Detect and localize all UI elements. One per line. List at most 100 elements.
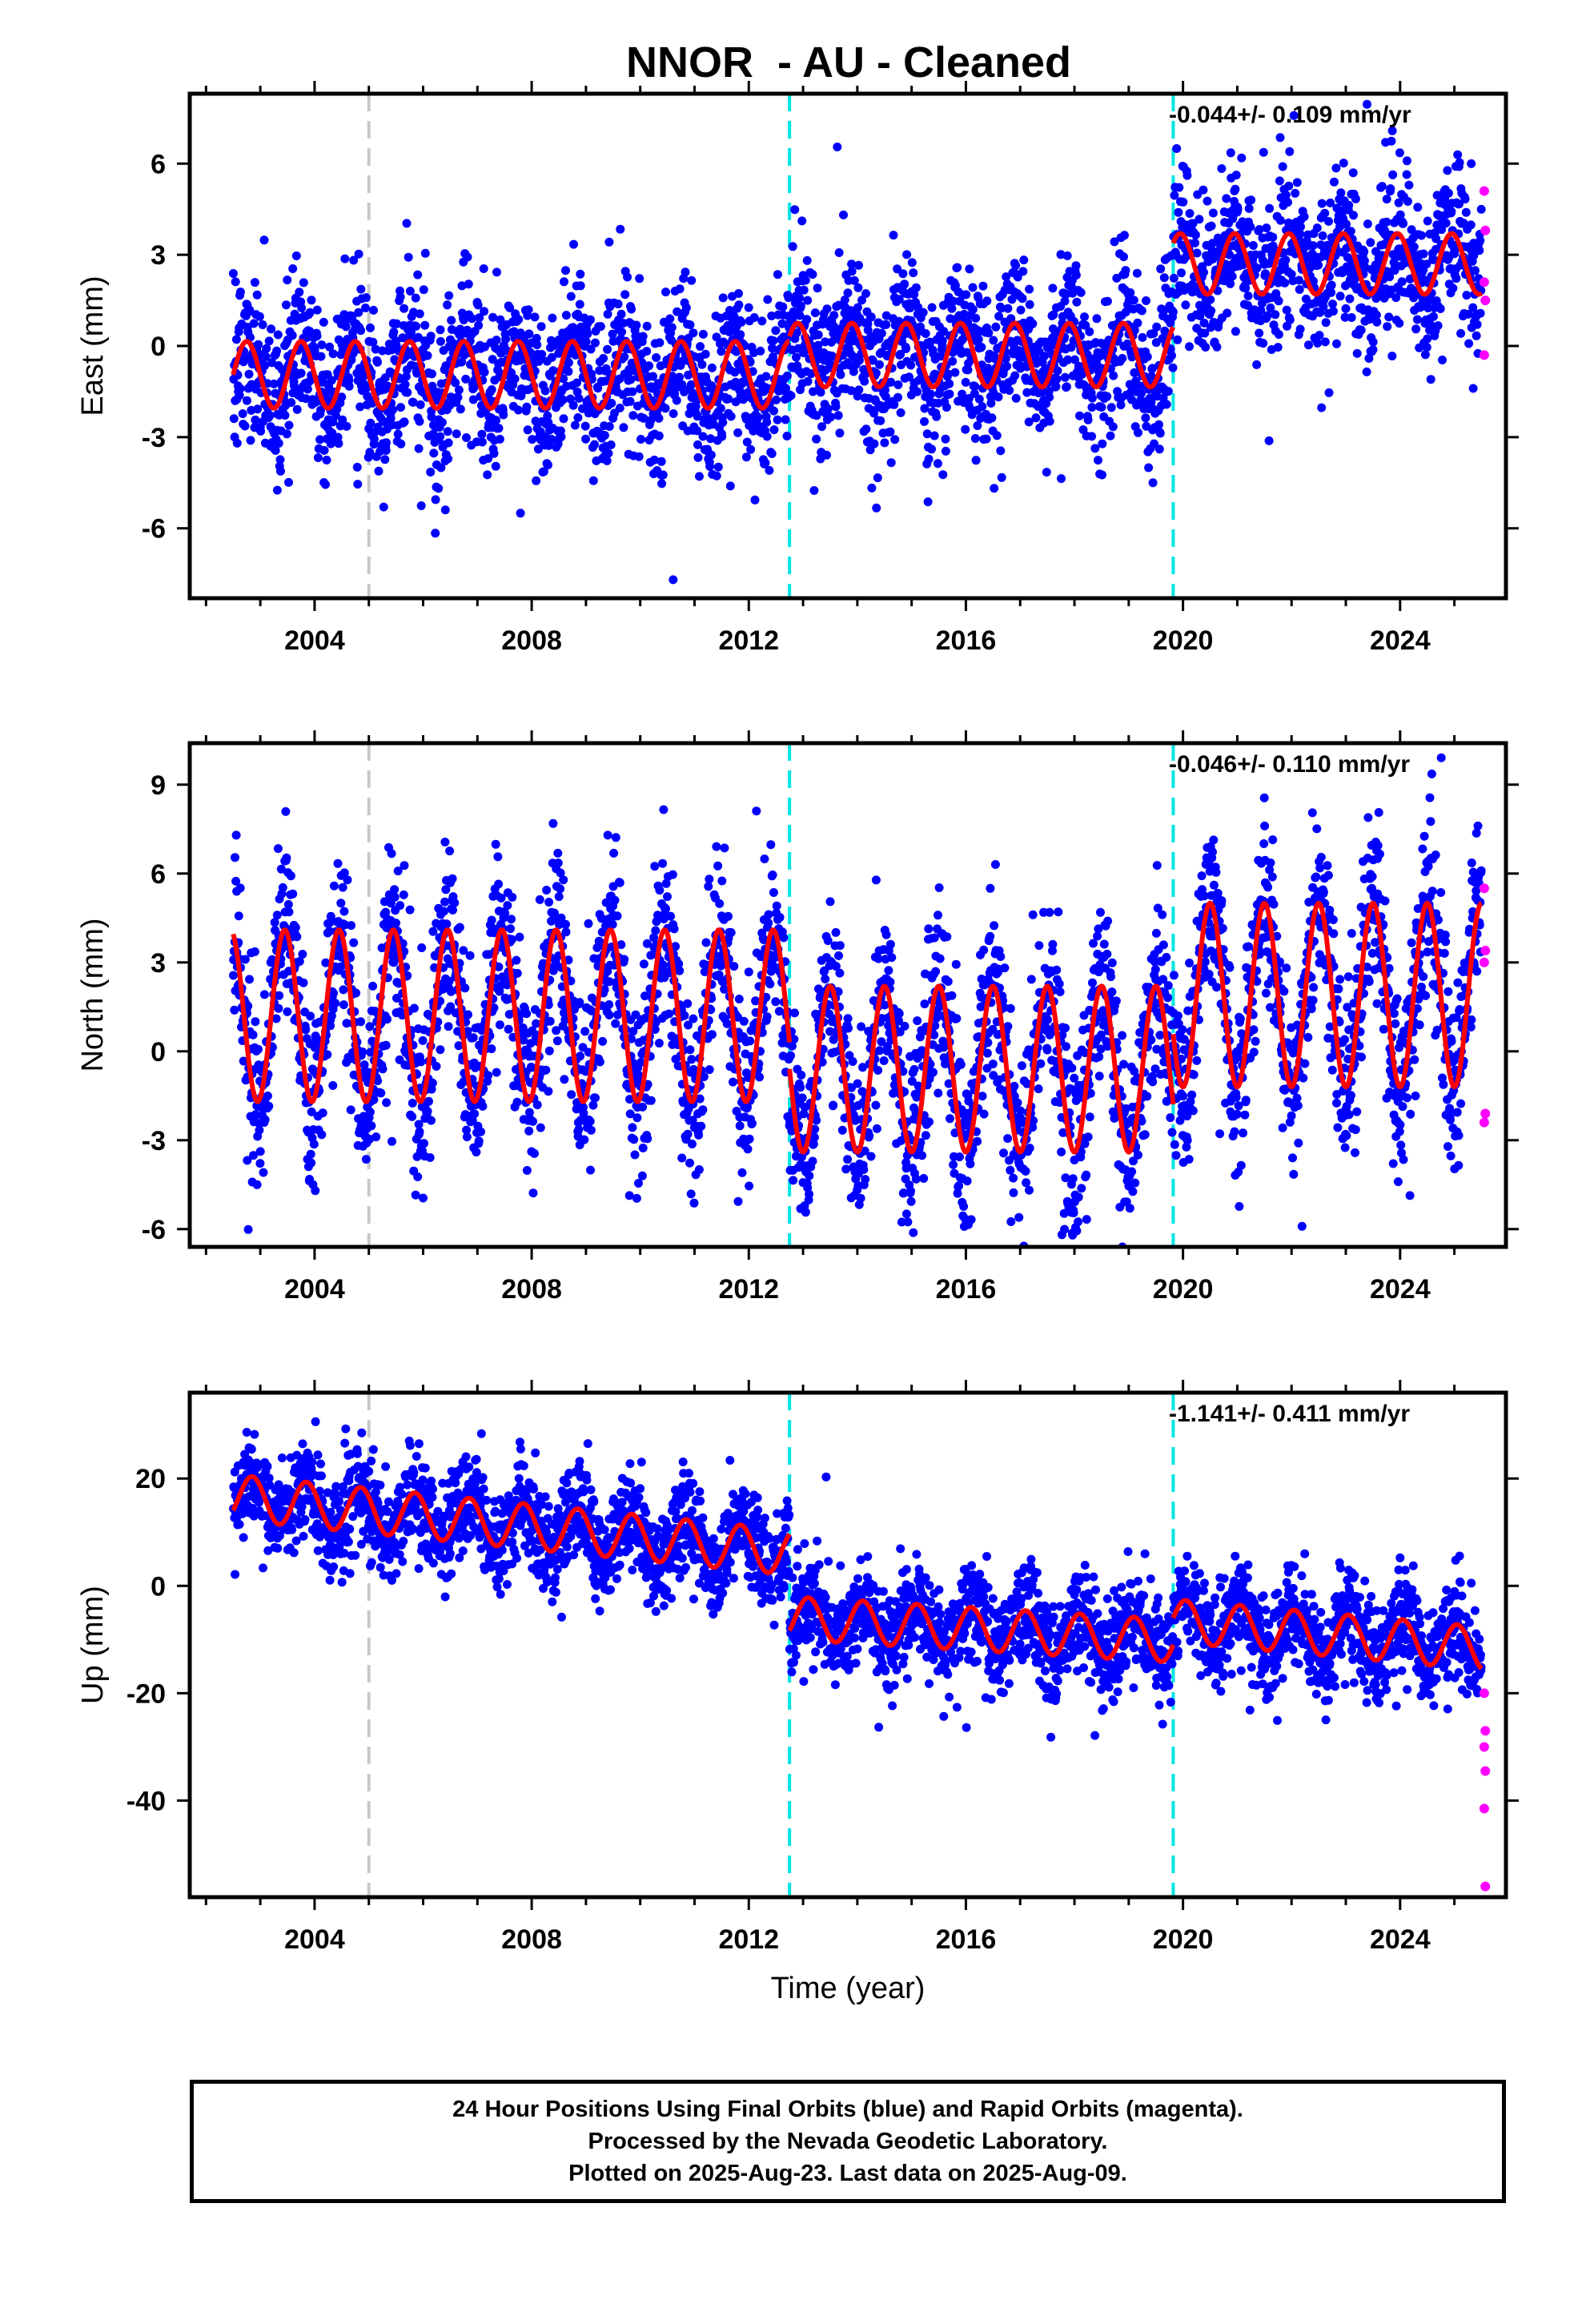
final-orbit-point <box>336 899 346 908</box>
final-orbit-point <box>604 1000 614 1009</box>
final-orbit-point <box>1191 29 1199 38</box>
final-orbit-point <box>1468 384 1478 393</box>
final-orbit-point <box>1266 303 1275 312</box>
final-orbit-point <box>1127 352 1137 362</box>
final-orbit-point <box>769 406 778 416</box>
final-orbit-point <box>616 309 626 319</box>
final-orbit-point <box>994 392 1003 402</box>
final-orbit-point <box>982 296 992 306</box>
final-orbit-point <box>835 428 845 438</box>
final-orbit-point <box>366 1047 375 1057</box>
final-orbit-point <box>416 400 425 409</box>
final-orbit-point <box>696 342 705 352</box>
final-orbit-point <box>974 335 983 344</box>
final-orbit-point <box>1097 403 1106 412</box>
final-orbit-point <box>328 1081 338 1090</box>
final-orbit-point <box>881 385 889 395</box>
final-orbit-point <box>779 933 789 943</box>
final-orbit-point <box>1126 288 1135 297</box>
final-orbit-point <box>412 321 421 331</box>
final-orbit-point <box>1042 468 1051 477</box>
final-orbit-point <box>235 883 245 893</box>
final-orbit-point <box>552 1036 562 1046</box>
final-orbit-point <box>492 416 501 425</box>
final-orbit-point <box>414 1120 424 1129</box>
final-orbit-point <box>461 374 471 384</box>
final-orbit-point <box>1018 294 1027 304</box>
final-orbit-point <box>1295 275 1304 285</box>
final-orbit-point <box>368 981 378 991</box>
final-orbit-point <box>763 295 773 304</box>
final-orbit-point <box>376 1088 386 1098</box>
final-orbit-point <box>947 304 957 313</box>
final-orbit-point <box>1134 428 1142 437</box>
final-orbit-point <box>462 1125 472 1135</box>
final-orbit-point <box>272 485 282 495</box>
final-orbit-point <box>1335 292 1345 301</box>
final-orbit-point <box>477 437 487 447</box>
final-orbit-point <box>701 349 710 359</box>
final-orbit-point <box>1347 313 1356 322</box>
final-orbit-point <box>1283 198 1292 207</box>
final-orbit-point <box>284 907 294 917</box>
final-orbit-point <box>282 300 291 310</box>
y-tick-label: 6 <box>151 149 166 179</box>
model-curve-segment-2 <box>1170 231 1484 297</box>
final-orbit-point <box>297 304 307 312</box>
final-orbit-point <box>371 344 380 354</box>
final-orbit-point <box>902 250 912 259</box>
final-orbit-point <box>1163 387 1173 396</box>
final-orbit-point <box>665 314 675 324</box>
final-orbit-point <box>561 927 571 937</box>
final-orbit-point <box>291 923 300 932</box>
final-orbit-point <box>706 450 716 460</box>
final-orbit-point <box>295 957 304 966</box>
final-orbit-point <box>1259 147 1268 157</box>
final-orbit-point <box>913 387 922 396</box>
final-orbit-point <box>821 337 830 347</box>
final-orbit-point <box>243 1001 253 1011</box>
final-orbit-point <box>338 883 347 892</box>
final-orbit-point <box>619 423 628 432</box>
final-orbit-point <box>869 439 879 448</box>
final-orbit-point <box>536 322 546 332</box>
final-orbit-point <box>489 448 499 458</box>
final-orbit-point <box>576 281 585 291</box>
final-orbit-point <box>351 988 361 998</box>
final-orbit-point <box>650 862 660 871</box>
final-orbit-point <box>1013 272 1022 282</box>
final-orbit-point <box>689 1014 698 1023</box>
final-orbit-point <box>675 966 685 975</box>
final-orbit-point <box>361 293 371 303</box>
final-orbit-point <box>1244 203 1254 213</box>
final-orbit-point <box>457 281 467 291</box>
final-orbit-point <box>1435 304 1445 313</box>
final-orbit-point <box>454 385 464 395</box>
final-orbit-point <box>249 319 259 328</box>
final-orbit-point <box>1049 310 1058 320</box>
final-orbit-point <box>808 270 817 279</box>
final-orbit-point <box>1085 327 1094 336</box>
final-orbit-point <box>264 336 274 346</box>
final-orbit-point <box>628 387 637 396</box>
final-orbit-point <box>1038 388 1047 397</box>
final-orbit-point <box>306 1149 315 1159</box>
final-orbit-point <box>363 392 372 401</box>
final-orbit-point <box>436 1045 445 1055</box>
final-orbit-point <box>576 269 585 279</box>
final-orbit-point <box>530 312 540 322</box>
final-orbit-point <box>444 454 453 464</box>
final-orbit-point <box>606 440 616 449</box>
final-orbit-point <box>312 332 322 341</box>
final-orbit-point <box>604 422 614 431</box>
final-orbit-point <box>1395 319 1404 328</box>
final-orbit-point <box>885 427 895 436</box>
final-orbit-point <box>1132 268 1142 278</box>
final-orbit-point <box>1003 304 1013 313</box>
final-orbit-point <box>412 368 422 378</box>
final-orbit-point <box>586 1165 595 1175</box>
final-orbit-point <box>1263 311 1272 320</box>
final-orbit-point <box>669 409 678 418</box>
final-orbit-point <box>596 322 605 332</box>
final-orbit-point <box>698 1105 708 1115</box>
